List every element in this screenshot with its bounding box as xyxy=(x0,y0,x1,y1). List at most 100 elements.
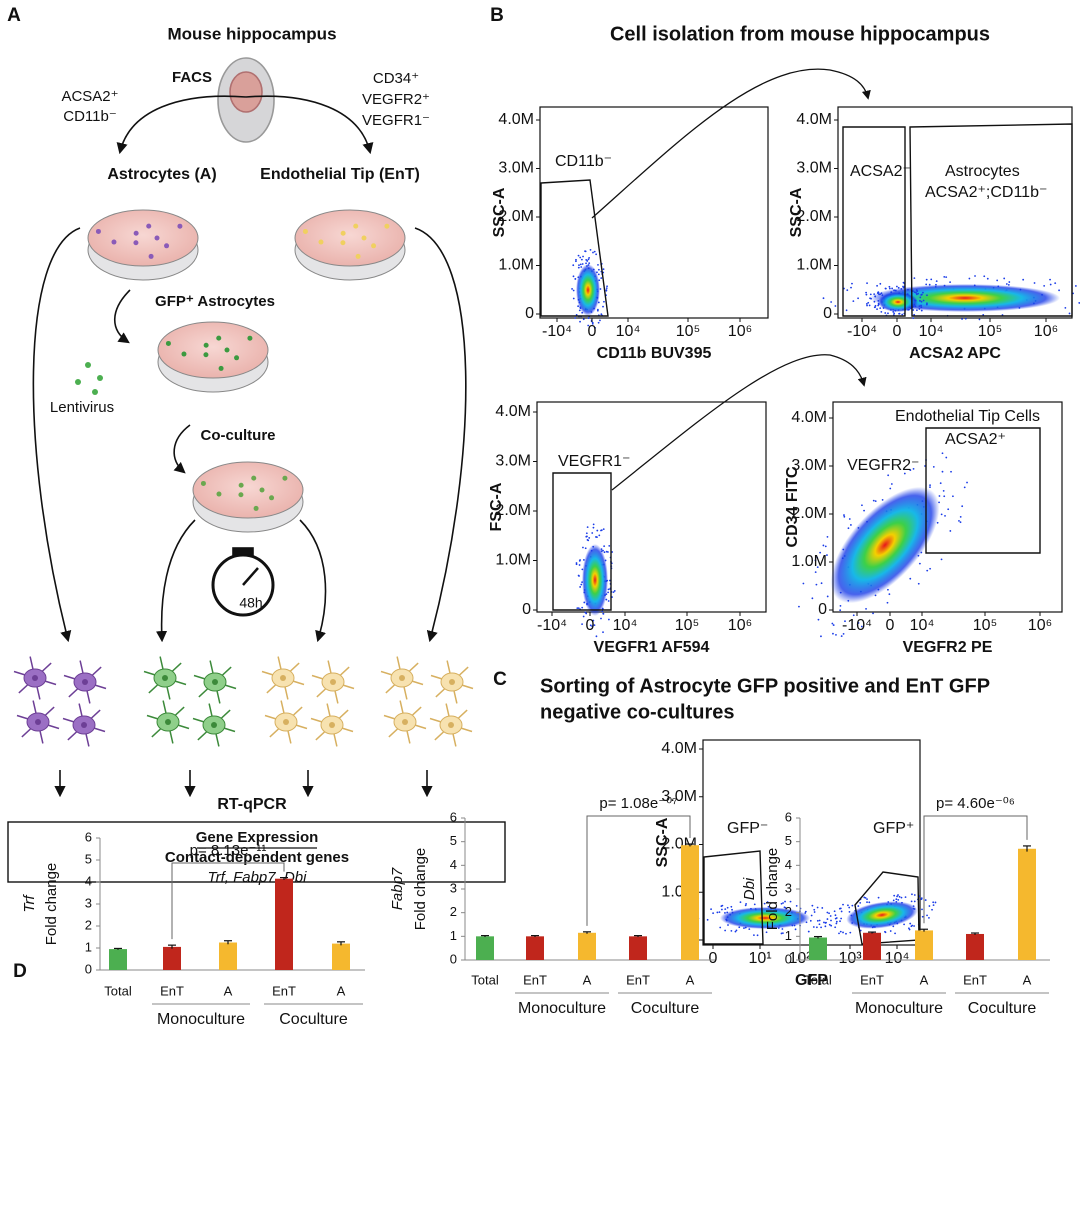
event-dot xyxy=(888,593,891,596)
event-dot xyxy=(600,617,602,620)
event-dot xyxy=(1043,284,1046,287)
event-dot xyxy=(830,919,832,922)
nucleus xyxy=(280,675,286,681)
event-dot xyxy=(578,309,581,312)
arrow xyxy=(591,68,871,219)
event-dot xyxy=(812,926,815,928)
nucleus xyxy=(448,722,454,728)
arrow xyxy=(611,354,867,491)
event-dot xyxy=(913,277,916,280)
gate xyxy=(854,871,920,945)
y-axis-label: SSC-A xyxy=(654,817,671,867)
event-dot xyxy=(949,281,951,284)
event-dot xyxy=(601,610,604,613)
event-dot xyxy=(815,926,818,929)
bar xyxy=(526,936,544,960)
event-dot xyxy=(582,255,584,258)
y-tick-label: 4.0M xyxy=(791,409,827,426)
event-dot xyxy=(1049,278,1051,281)
event-dot xyxy=(894,932,896,935)
event-dot xyxy=(874,304,877,307)
nucleus xyxy=(165,719,171,725)
event-dot xyxy=(826,595,829,598)
event-dot xyxy=(834,914,837,917)
x-tick-label: A xyxy=(686,972,695,987)
event-dot xyxy=(585,535,588,538)
plot-frame xyxy=(832,401,1063,613)
p-value: p= 8.13e⁻¹¹ xyxy=(190,842,267,859)
event-dot xyxy=(814,571,817,574)
event-dot xyxy=(894,289,897,292)
event-dot xyxy=(865,293,868,296)
event-dot xyxy=(813,908,816,911)
event-dot xyxy=(919,296,922,299)
event-dot xyxy=(588,537,591,539)
event-dot xyxy=(575,258,577,261)
event-dot xyxy=(913,894,916,896)
y-tick-label: 3 xyxy=(785,880,792,895)
density xyxy=(830,486,940,604)
event-dot xyxy=(579,586,582,588)
event-dot xyxy=(809,919,812,922)
y-tick-label: 2.0M xyxy=(498,208,534,225)
event-dot xyxy=(926,294,928,297)
arrow xyxy=(173,424,191,474)
panel-a-shapes xyxy=(7,57,506,883)
event-dot xyxy=(878,293,880,296)
event-dot xyxy=(789,900,792,903)
event-dot xyxy=(598,534,601,537)
event-dot xyxy=(868,901,871,904)
panel-title: Cell isolation from mouse hippocampus xyxy=(610,23,990,45)
event-dot xyxy=(580,266,583,268)
event-dot xyxy=(913,925,915,927)
bar xyxy=(681,845,699,960)
event-dot xyxy=(893,312,896,315)
event-dot xyxy=(1033,282,1036,284)
event-dot xyxy=(918,562,921,565)
event-dot xyxy=(587,258,590,261)
x-tick-label: 10⁴ xyxy=(885,950,910,967)
dish-cell xyxy=(154,235,160,241)
event-dot xyxy=(978,318,981,321)
event-dot xyxy=(930,278,933,281)
event-dot xyxy=(887,312,889,315)
nucleus xyxy=(449,679,455,685)
event-dot xyxy=(925,278,928,281)
event-dot xyxy=(574,317,577,319)
dish-cell xyxy=(247,335,253,341)
event-dot xyxy=(600,529,603,531)
event-dot xyxy=(744,904,747,907)
y-tick-label: 3 xyxy=(450,880,457,895)
panel-b-arrows xyxy=(591,68,871,491)
event-dot xyxy=(579,256,582,259)
y-tick-label: 1 xyxy=(785,928,792,943)
event-dot xyxy=(866,304,868,307)
event-dot xyxy=(868,304,871,307)
dish-cell xyxy=(216,491,222,497)
bar xyxy=(219,942,237,970)
event-dot xyxy=(901,313,904,316)
event-dot xyxy=(815,583,818,586)
event-dot xyxy=(577,607,580,610)
event-dot xyxy=(896,895,898,898)
event-dot xyxy=(576,607,579,610)
dish-cell xyxy=(164,243,170,249)
event-dot xyxy=(832,632,834,635)
event-dot xyxy=(588,262,591,265)
group-label: Coculture xyxy=(968,1000,1037,1017)
dish-cell xyxy=(269,495,275,501)
dish-cell xyxy=(224,347,230,353)
event-dot xyxy=(898,312,901,315)
event-dot xyxy=(920,294,923,296)
x-tick-label: 10⁶ xyxy=(728,617,752,634)
event-dot xyxy=(816,906,819,909)
event-dot xyxy=(850,286,852,289)
y-tick-label: 0 xyxy=(823,305,832,322)
bar xyxy=(163,946,181,970)
event-dot xyxy=(887,474,890,477)
event-dot xyxy=(600,313,603,316)
event-dot xyxy=(607,551,609,553)
event-dot xyxy=(588,256,591,259)
event-dot xyxy=(584,547,587,550)
event-dot xyxy=(592,523,595,526)
